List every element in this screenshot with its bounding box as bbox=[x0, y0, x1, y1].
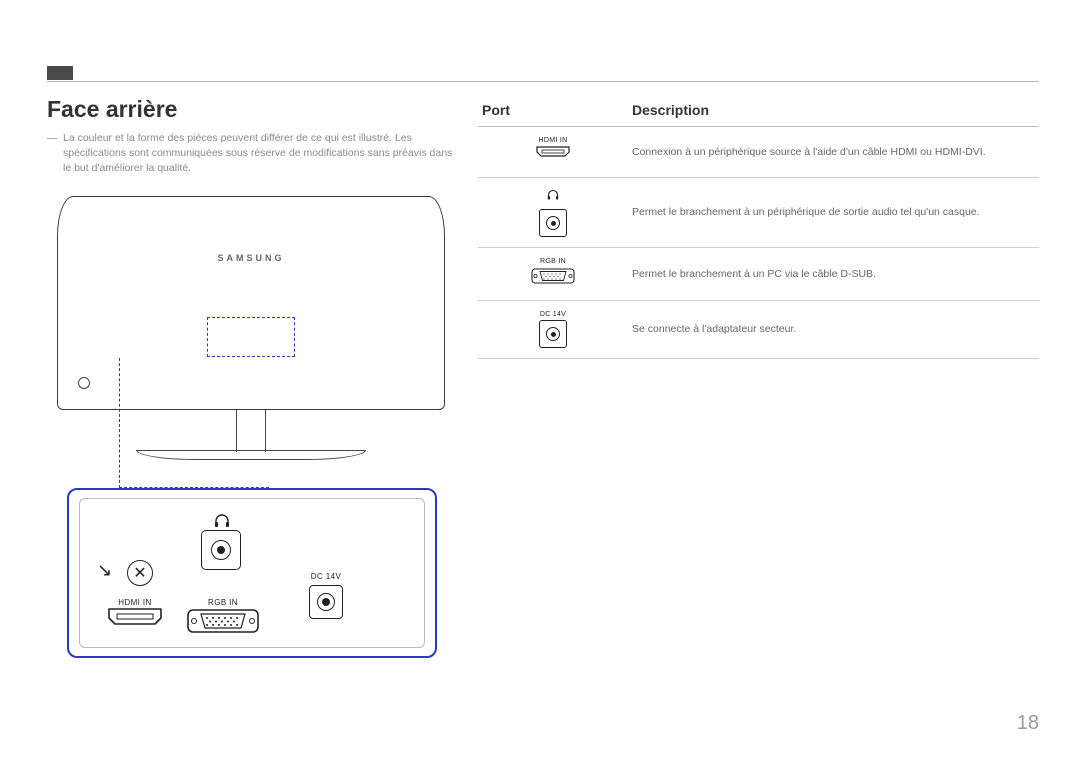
header-tab-mark bbox=[47, 66, 73, 80]
vga-port-icon bbox=[187, 607, 259, 635]
port-description: Se connecte à l'adaptateur secteur. bbox=[628, 301, 1039, 359]
headphone-icon bbox=[547, 188, 559, 200]
zoom-rgb-label: RGB IN bbox=[187, 598, 259, 607]
hdmi-port-icon bbox=[107, 607, 163, 627]
port-description: Permet le branchement à un PC via le câb… bbox=[628, 248, 1039, 301]
monitor-back: SAMSUNG bbox=[57, 196, 445, 410]
vga-port-icon bbox=[531, 267, 575, 285]
zoom-hdmi-label: HDMI IN bbox=[107, 598, 163, 607]
port-description-table: Port Description HDMI IN Connexion à un … bbox=[478, 96, 1039, 359]
headphone-icon bbox=[214, 512, 230, 528]
port-panel-zoom: ↘ ✕ HDMI IN RGB IN bbox=[67, 488, 437, 658]
do-not-icon: ✕ bbox=[127, 560, 153, 586]
port-description: Connexion à un périphérique source à l'a… bbox=[628, 127, 1039, 178]
monitor-illustration: SAMSUNG ↘ ✕ HDMI IN bbox=[47, 196, 457, 658]
dc-jack-icon bbox=[539, 320, 567, 348]
zoom-dc-label: DC 14V bbox=[309, 572, 343, 581]
table-row: Permet le branchement à un périphérique … bbox=[478, 178, 1039, 248]
dc-jack-icon bbox=[309, 585, 343, 619]
section-title: Face arrière bbox=[47, 96, 457, 123]
page-number: 18 bbox=[1017, 712, 1039, 735]
table-header-port: Port bbox=[478, 96, 628, 127]
table-row: RGB IN Permet le branchement à un PC v bbox=[478, 248, 1039, 301]
port-label: HDMI IN bbox=[482, 137, 624, 144]
table-header-description: Description bbox=[628, 96, 1039, 127]
hdmi-port-icon bbox=[536, 146, 570, 158]
orientation-arrow-icon: ↘ bbox=[97, 560, 112, 581]
monitor-base bbox=[136, 450, 366, 460]
right-column: Port Description HDMI IN Connexion à un … bbox=[478, 96, 1039, 359]
port-description: Permet le branchement à un périphérique … bbox=[628, 178, 1039, 248]
table-row: HDMI IN Connexion à un périphérique sour… bbox=[478, 127, 1039, 178]
port-label: RGB IN bbox=[482, 258, 624, 265]
port-panel-highlight bbox=[207, 317, 295, 357]
zoom-audio-jack bbox=[201, 530, 241, 570]
port-label: DC 14V bbox=[482, 311, 624, 318]
kensington-lock-icon bbox=[78, 377, 90, 389]
zoom-hdmi-port: HDMI IN bbox=[107, 598, 163, 632]
zoom-vga-port: RGB IN bbox=[187, 598, 259, 640]
header-rule bbox=[47, 81, 1039, 82]
audio-jack-icon bbox=[539, 209, 567, 237]
brand-logo: SAMSUNG bbox=[217, 253, 284, 263]
zoom-dc-port: DC 14V bbox=[309, 572, 343, 619]
section-note: La couleur et la forme des pièces peuven… bbox=[47, 131, 457, 177]
left-column: Face arrière La couleur et la forme des … bbox=[47, 96, 457, 177]
table-row: DC 14V Se connecte à l'adaptateur secteu… bbox=[478, 301, 1039, 359]
monitor-neck bbox=[236, 410, 266, 452]
